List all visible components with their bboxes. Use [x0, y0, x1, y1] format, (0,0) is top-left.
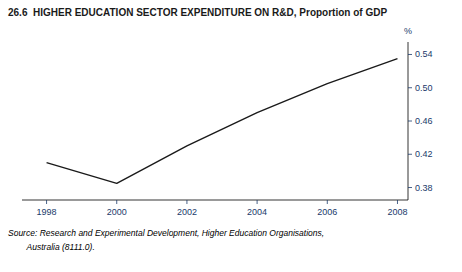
x-tick-label: 2000 — [107, 207, 127, 217]
y-tick-label: 0.54 — [415, 49, 433, 59]
x-tick — [116, 200, 117, 204]
x-tick — [397, 200, 398, 204]
line — [47, 59, 398, 184]
x-tick — [257, 200, 258, 204]
y-tick-label: 0.38 — [415, 183, 433, 193]
y-tick — [408, 54, 412, 55]
y-tick-label: 0.42 — [415, 149, 433, 159]
source-note: Australia (8111.0). — [8, 242, 95, 252]
x-tick-label: 2004 — [247, 207, 267, 217]
x-tick-label: 2006 — [317, 207, 337, 217]
x-tick — [46, 200, 47, 204]
x-tick-label: 2002 — [177, 207, 197, 217]
x-tick — [186, 200, 187, 204]
x-tick-label: 2008 — [387, 207, 407, 217]
y-tick — [408, 187, 412, 188]
y-tick — [408, 87, 412, 88]
plot-area — [47, 59, 398, 184]
y-tick — [408, 121, 412, 122]
x-tick-label: 1998 — [37, 207, 57, 217]
source-note: Source: Research and Experimental Develo… — [8, 228, 324, 238]
title: 26.6 HIGHER EDUCATION SECTOR EXPENDITURE… — [8, 7, 387, 18]
chart: 26.6 HIGHER EDUCATION SECTOR EXPENDITURE… — [0, 0, 462, 272]
y-axis-label: % — [404, 26, 412, 36]
x-tick — [327, 200, 328, 204]
y-tick — [408, 154, 412, 155]
x-axis-line — [22, 200, 408, 201]
y-tick-label: 0.50 — [415, 83, 433, 93]
y-tick-label: 0.46 — [415, 116, 433, 126]
